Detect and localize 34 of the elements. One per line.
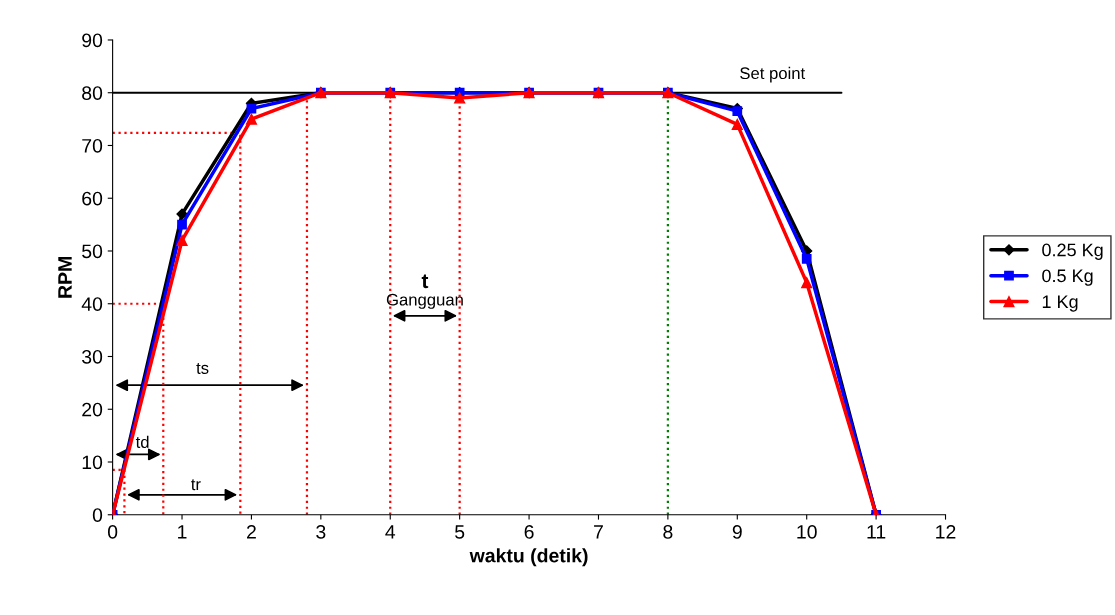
y-tick-label: 50 <box>82 244 103 259</box>
x-tick-label: 3 <box>316 524 326 539</box>
y-tick-label: 80 <box>82 86 103 100</box>
x-tick-label: 9 <box>732 524 742 539</box>
y-axis-title: RPM <box>58 257 72 298</box>
x-tick-label: 12 <box>936 524 956 539</box>
annotation: Gangguan <box>386 293 463 309</box>
x-tick-label: 0 <box>107 524 118 539</box>
x-tick-label: 7 <box>594 525 603 539</box>
annotation: Set point <box>740 66 806 83</box>
legend-label: 0.5 Kg <box>1042 269 1093 286</box>
x-tick-label: 4 <box>385 525 396 539</box>
x-tick-label: 6 <box>524 524 534 539</box>
x-tick-label: 10 <box>797 524 817 539</box>
y-tick-label: 90 <box>82 33 103 48</box>
x-tick-label: 5 <box>455 525 465 539</box>
y-tick-label: 20 <box>82 402 103 417</box>
y-tick-label: 40 <box>81 297 103 311</box>
x-tick-label: 8 <box>663 524 673 539</box>
x-tick-label: 1 <box>178 525 187 539</box>
annotation: tr <box>191 479 201 491</box>
y-tick-label: 0 <box>92 508 103 522</box>
annotation: td <box>135 435 149 449</box>
y-tick-label: 60 <box>82 191 103 206</box>
y-tick-label: 10 <box>82 455 103 470</box>
x-tick-label: 11 <box>867 525 886 539</box>
x-axis-title: waktu (detik) <box>469 548 588 567</box>
annotation: ts <box>196 363 209 374</box>
y-tick-label: 70 <box>82 138 103 153</box>
legend-label: 1 Kg <box>1042 295 1078 312</box>
legend-label: 0.25 Kg <box>1042 243 1103 260</box>
x-tick-label: 2 <box>247 524 256 539</box>
y-tick-label: 30 <box>82 349 103 364</box>
annotation: t <box>421 274 429 289</box>
